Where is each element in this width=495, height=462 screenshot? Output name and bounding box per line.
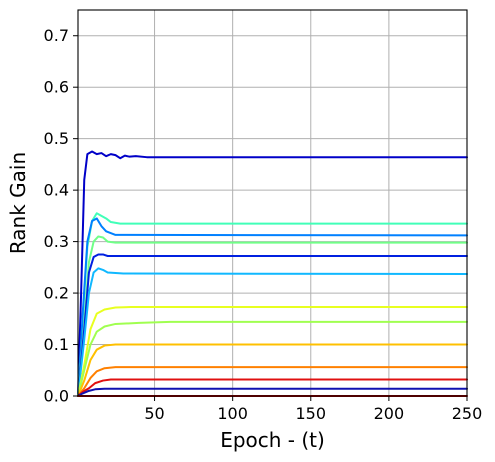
series-line — [77, 267, 468, 397]
x-tick-label: 200 — [374, 404, 405, 423]
series-line — [77, 235, 468, 397]
series-group — [77, 150, 468, 397]
series-line — [77, 150, 468, 397]
y-tick-label: 0.0 — [44, 387, 69, 406]
series-line — [77, 253, 468, 397]
plot-frame — [77, 9, 468, 397]
y-tick-label: 0.2 — [44, 284, 69, 303]
y-tick-label: 0.6 — [44, 78, 69, 97]
series-line — [77, 366, 468, 397]
grid — [78, 10, 468, 397]
y-tick-label: 0.3 — [44, 232, 69, 251]
x-tick-label: 250 — [452, 404, 483, 423]
series-line — [77, 387, 468, 397]
series-line — [77, 305, 468, 397]
ticks: 50 100 150 200 250 0.0 0.1 0.2 0.3 0.4 0.5 0.6 0.7 — [44, 26, 483, 423]
y-tick-label: 0.5 — [44, 129, 69, 148]
series-line — [77, 320, 468, 397]
series-line — [77, 217, 468, 397]
x-axis-label: Epoch - (t) — [220, 428, 325, 452]
series-line — [77, 343, 468, 397]
x-tick-label: 150 — [296, 404, 327, 423]
y-tick-label: 0.1 — [44, 335, 69, 354]
y-axis-label: Rank Gain — [6, 152, 30, 254]
series-line — [77, 378, 468, 397]
y-tick-label: 0.4 — [44, 181, 69, 200]
x-tick-label: 50 — [144, 404, 164, 423]
series-line — [77, 212, 468, 397]
y-tick-label: 0.7 — [44, 26, 69, 45]
x-tick-label: 100 — [217, 404, 248, 423]
